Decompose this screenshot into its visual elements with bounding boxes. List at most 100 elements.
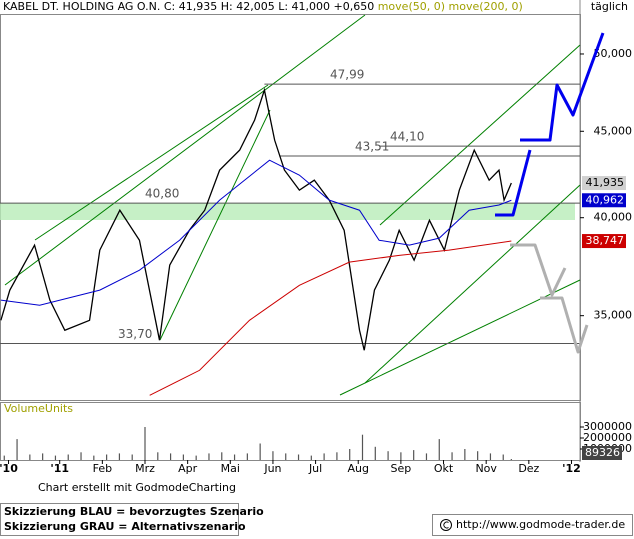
volume-bar <box>489 453 492 460</box>
volume-bar <box>502 454 504 460</box>
y-tick-label: 50,000 <box>594 47 633 60</box>
blue-scenario <box>495 149 532 217</box>
header: KABEL DT. HOLDING AG O.N. C: 41,935 H: 4… <box>3 0 523 13</box>
last-value-box <box>582 234 626 249</box>
legend-ma200: move(200, 0) <box>449 0 523 13</box>
volume-bar <box>323 453 325 460</box>
volume-bar <box>106 454 108 460</box>
source-box <box>432 514 633 536</box>
volume-bar <box>131 454 133 460</box>
volume-bar <box>118 453 121 460</box>
volume-bar <box>42 453 44 460</box>
x-tick-label: Sep <box>391 462 412 475</box>
y-tick-label: 40,000 <box>594 211 633 224</box>
last-value-label: 40,962 <box>586 193 625 206</box>
last-volume-box <box>582 446 622 460</box>
stock-name: KABEL DT. HOLDING AG O.N. <box>3 0 160 13</box>
volume-bar <box>80 452 82 460</box>
last-value-box <box>582 193 626 208</box>
x-tick-label: Nov <box>475 462 497 475</box>
volume-bar <box>67 454 69 460</box>
trend-line <box>4 14 366 286</box>
note-box <box>0 503 239 536</box>
x-tick-label: '11 <box>50 462 69 475</box>
volume-bar <box>182 454 184 460</box>
trend-line <box>159 109 271 341</box>
volume-bar <box>361 434 364 460</box>
y-tick-label: 45,000 <box>594 124 633 137</box>
last-volume-label: 89326 <box>585 446 620 459</box>
x-tick-label: '12 <box>562 462 581 475</box>
volume-bar <box>413 450 415 460</box>
blue-scenario <box>520 32 605 142</box>
x-tick-label: Okt <box>434 462 454 475</box>
volume-bar <box>208 453 210 460</box>
volume-bar <box>169 453 172 460</box>
gray-scenario <box>510 243 567 297</box>
note: Skizzierung GRAU = Alternativszenario <box>4 520 246 533</box>
level-label: 43,51 <box>355 139 389 153</box>
volume-bar <box>144 427 146 460</box>
support-band <box>0 203 575 220</box>
volume-bar <box>387 451 389 460</box>
volume-bar <box>310 455 312 460</box>
volume-bar <box>259 443 261 460</box>
y-tick-label: 35,000 <box>594 309 633 322</box>
volume-bar <box>285 453 287 460</box>
volume-tick-label: 3000000 <box>583 420 632 433</box>
quote: C: 41,935 H: 42,005 L: 41,000 +0,650 <box>164 0 374 13</box>
last-value-label: 41,935 <box>586 176 625 189</box>
volume-bar <box>464 449 466 460</box>
volume-bar <box>157 452 159 460</box>
volume-bar <box>221 452 223 460</box>
volume-bar <box>246 453 248 460</box>
volume-bar <box>54 455 57 460</box>
volume-bar <box>336 452 338 460</box>
x-tick-label: Feb <box>93 462 112 475</box>
volume-bar <box>510 459 512 460</box>
x-tick-label: Mrz <box>135 462 155 475</box>
trend-line <box>364 184 581 384</box>
support-band <box>0 203 575 220</box>
moving-average <box>149 240 512 396</box>
volume-tick-label: 2000000 <box>583 431 632 444</box>
credit: Chart erstellt mit GodmodeCharting <box>38 481 236 494</box>
x-tick-label: Dez <box>518 462 539 475</box>
volume-title: VolumeUnits <box>4 402 73 415</box>
volume-bar <box>374 446 376 460</box>
x-tick-label: '10 <box>0 462 18 475</box>
volume-bar <box>29 454 31 460</box>
last-value-label: 38,747 <box>586 234 625 247</box>
volume-bar <box>451 452 453 460</box>
x-tick-label: Mai <box>221 462 240 475</box>
copyright-icon <box>440 519 452 531</box>
volume-bar <box>93 455 95 460</box>
last-value-box <box>582 176 626 191</box>
level-label: 44,10 <box>390 130 424 144</box>
trend-line <box>379 44 581 226</box>
level-label: 40,80 <box>145 187 179 201</box>
trend-line <box>34 84 269 241</box>
volume-bar <box>16 439 18 460</box>
moving-average <box>0 159 512 306</box>
volume-bar <box>195 455 197 460</box>
legend-ma50: move(50, 0) <box>378 0 445 13</box>
level-label: 47,99 <box>330 68 364 82</box>
volume-bar <box>438 439 440 460</box>
source: http://www.godmode-trader.de <box>456 518 625 531</box>
volume-bar <box>3 455 5 460</box>
volume-bar <box>349 449 351 460</box>
note: Skizzierung BLAU = bevorzugtes Szenario <box>4 505 264 518</box>
level-label: 33,70 <box>118 327 152 341</box>
volume-bar <box>297 454 300 460</box>
x-tick-label: Jun <box>263 462 281 475</box>
volume-bar <box>272 451 274 460</box>
x-tick-label: Aug <box>347 462 368 475</box>
volume-bar <box>233 454 236 460</box>
gray-scenario <box>540 296 589 354</box>
scenarios <box>495 32 605 354</box>
x-tick-label: Jul <box>308 462 322 475</box>
